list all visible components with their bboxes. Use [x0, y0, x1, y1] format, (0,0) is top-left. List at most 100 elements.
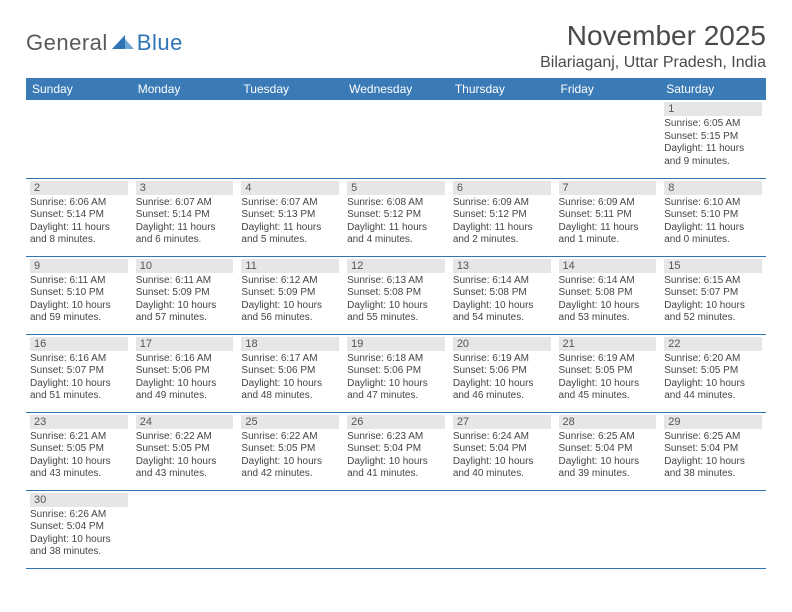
sun-info: Sunrise: 6:13 AMSunset: 5:08 PMDaylight:…	[347, 275, 445, 325]
sun-info: Sunrise: 6:22 AMSunset: 5:05 PMDaylight:…	[241, 431, 339, 481]
header: General Blue November 2025 Bilariaganj, …	[26, 20, 766, 72]
logo-triangle-icon	[112, 33, 134, 54]
calendar-day-cell: 22 Sunrise: 6:20 AMSunset: 5:05 PMDayligh…	[660, 334, 766, 412]
calendar-empty-cell	[343, 490, 449, 568]
sun-info: Sunrise: 6:05 AMSunset: 5:15 PMDaylight:…	[664, 118, 762, 168]
sun-info: Sunrise: 6:07 AMSunset: 5:13 PMDaylight:…	[241, 197, 339, 247]
calendar-week-row: 1 Sunrise: 6:05 AMSunset: 5:15 PMDaylight…	[26, 100, 766, 178]
day-number: 12	[347, 259, 445, 273]
day-number: 17	[136, 337, 234, 351]
sun-info: Sunrise: 6:16 AMSunset: 5:06 PMDaylight:…	[136, 353, 234, 403]
sun-info: Sunrise: 6:18 AMSunset: 5:06 PMDaylight:…	[347, 353, 445, 403]
sun-info: Sunrise: 6:25 AMSunset: 5:04 PMDaylight:…	[559, 431, 657, 481]
calendar-day-cell: 11 Sunrise: 6:12 AMSunset: 5:09 PMDayligh…	[237, 256, 343, 334]
day-number: 11	[241, 259, 339, 273]
sun-info: Sunrise: 6:24 AMSunset: 5:04 PMDaylight:…	[453, 431, 551, 481]
day-number: 23	[30, 415, 128, 429]
day-number: 3	[136, 181, 234, 195]
calendar-week-row: 23 Sunrise: 6:21 AMSunset: 5:05 PMDayligh…	[26, 412, 766, 490]
calendar-day-cell: 25Sunrise: 6:22 AMSunset: 5:05 PMDayligh…	[237, 412, 343, 490]
calendar-empty-cell	[555, 490, 661, 568]
calendar-week-row: 16 Sunrise: 6:16 AMSunset: 5:07 PMDayligh…	[26, 334, 766, 412]
day-number: 10	[136, 259, 234, 273]
sun-info: Sunrise: 6:22 AMSunset: 5:05 PMDaylight:…	[136, 431, 234, 481]
day-number: 8	[664, 181, 762, 195]
calendar-empty-cell	[26, 100, 132, 178]
calendar-day-cell: 4 Sunrise: 6:07 AMSunset: 5:13 PMDaylight…	[237, 178, 343, 256]
day-number: 22	[664, 337, 762, 351]
sun-info: Sunrise: 6:19 AMSunset: 5:06 PMDaylight:…	[453, 353, 551, 403]
weekday-header: Saturday	[660, 78, 766, 100]
calendar-empty-cell	[660, 490, 766, 568]
day-number: 5	[347, 181, 445, 195]
day-number: 13	[453, 259, 551, 273]
calendar-day-cell: 7Sunrise: 6:09 AMSunset: 5:11 PMDaylight…	[555, 178, 661, 256]
sun-info: Sunrise: 6:26 AMSunset: 5:04 PMDaylight:…	[30, 509, 128, 559]
sun-info: Sunrise: 6:23 AMSunset: 5:04 PMDaylight:…	[347, 431, 445, 481]
calendar-day-cell: 13 Sunrise: 6:14 AMSunset: 5:08 PMDayligh…	[449, 256, 555, 334]
title-block: November 2025 Bilariaganj, Uttar Pradesh…	[540, 20, 766, 72]
sun-info: Sunrise: 6:09 AMSunset: 5:11 PMDaylight:…	[559, 197, 657, 247]
day-number: 6	[453, 181, 551, 195]
sun-info: Sunrise: 6:12 AMSunset: 5:09 PMDaylight:…	[241, 275, 339, 325]
calendar-day-cell: 30Sunrise: 6:26 AMSunset: 5:04 PMDayligh…	[26, 490, 132, 568]
sun-info: Sunrise: 6:20 AMSunset: 5:05 PMDaylight:…	[664, 353, 762, 403]
calendar-day-cell: 9 Sunrise: 6:11 AMSunset: 5:10 PMDaylight…	[26, 256, 132, 334]
day-number: 20	[453, 337, 551, 351]
calendar-day-cell: 14 Sunrise: 6:14 AMSunset: 5:08 PMDayligh…	[555, 256, 661, 334]
calendar-day-cell: 26 Sunrise: 6:23 AMSunset: 5:04 PMDayligh…	[343, 412, 449, 490]
page-title: November 2025	[540, 20, 766, 52]
calendar-day-cell: 23 Sunrise: 6:21 AMSunset: 5:05 PMDayligh…	[26, 412, 132, 490]
calendar-day-cell: 8 Sunrise: 6:10 AMSunset: 5:10 PMDaylight…	[660, 178, 766, 256]
day-number: 19	[347, 337, 445, 351]
day-number: 1	[664, 102, 762, 116]
location-text: Bilariaganj, Uttar Pradesh, India	[540, 54, 766, 72]
calendar-table: SundayMondayTuesdayWednesdayThursdayFrid…	[26, 78, 766, 569]
weekday-header: Wednesday	[343, 78, 449, 100]
calendar-day-cell: 15Sunrise: 6:15 AMSunset: 5:07 PMDayligh…	[660, 256, 766, 334]
calendar-day-cell: 18 Sunrise: 6:17 AMSunset: 5:06 PMDayligh…	[237, 334, 343, 412]
sun-info: Sunrise: 6:08 AMSunset: 5:12 PMDaylight:…	[347, 197, 445, 247]
calendar-empty-cell	[237, 490, 343, 568]
calendar-day-cell: 12 Sunrise: 6:13 AMSunset: 5:08 PMDayligh…	[343, 256, 449, 334]
calendar-empty-cell	[449, 100, 555, 178]
calendar-week-row: 2 Sunrise: 6:06 AMSunset: 5:14 PMDaylight…	[26, 178, 766, 256]
sun-info: Sunrise: 6:17 AMSunset: 5:06 PMDaylight:…	[241, 353, 339, 403]
day-number: 28	[559, 415, 657, 429]
calendar-day-cell: 6Sunrise: 6:09 AMSunset: 5:12 PMDaylight…	[449, 178, 555, 256]
weekday-header: Monday	[132, 78, 238, 100]
day-number: 26	[347, 415, 445, 429]
day-number: 18	[241, 337, 339, 351]
calendar-empty-cell	[237, 100, 343, 178]
day-number: 2	[30, 181, 128, 195]
sun-info: Sunrise: 6:14 AMSunset: 5:08 PMDaylight:…	[453, 275, 551, 325]
calendar-day-cell: 27 Sunrise: 6:24 AMSunset: 5:04 PMDayligh…	[449, 412, 555, 490]
calendar-day-cell: 24 Sunrise: 6:22 AMSunset: 5:05 PMDayligh…	[132, 412, 238, 490]
day-number: 14	[559, 259, 657, 273]
day-number: 9	[30, 259, 128, 273]
sun-info: Sunrise: 6:14 AMSunset: 5:08 PMDaylight:…	[559, 275, 657, 325]
weekday-header-row: SundayMondayTuesdayWednesdayThursdayFrid…	[26, 78, 766, 100]
logo: General Blue	[26, 30, 183, 56]
sun-info: Sunrise: 6:21 AMSunset: 5:05 PMDaylight:…	[30, 431, 128, 481]
day-number: 27	[453, 415, 551, 429]
calendar-empty-cell	[132, 100, 238, 178]
day-number: 15	[664, 259, 762, 273]
sun-info: Sunrise: 6:19 AMSunset: 5:05 PMDaylight:…	[559, 353, 657, 403]
calendar-day-cell: 20 Sunrise: 6:19 AMSunset: 5:06 PMDayligh…	[449, 334, 555, 412]
day-number: 4	[241, 181, 339, 195]
calendar-empty-cell	[132, 490, 238, 568]
sun-info: Sunrise: 6:06 AMSunset: 5:14 PMDaylight:…	[30, 197, 128, 247]
calendar-empty-cell	[555, 100, 661, 178]
day-number: 16	[30, 337, 128, 351]
sun-info: Sunrise: 6:11 AMSunset: 5:10 PMDaylight:…	[30, 275, 128, 325]
weekday-header: Thursday	[449, 78, 555, 100]
logo-blue: Blue	[137, 30, 183, 56]
sun-info: Sunrise: 6:16 AMSunset: 5:07 PMDaylight:…	[30, 353, 128, 403]
calendar-day-cell: 28 Sunrise: 6:25 AMSunset: 5:04 PMDayligh…	[555, 412, 661, 490]
calendar-week-row: 30Sunrise: 6:26 AMSunset: 5:04 PMDayligh…	[26, 490, 766, 568]
sun-info: Sunrise: 6:11 AMSunset: 5:09 PMDaylight:…	[136, 275, 234, 325]
calendar-day-cell: 1 Sunrise: 6:05 AMSunset: 5:15 PMDaylight…	[660, 100, 766, 178]
sun-info: Sunrise: 6:10 AMSunset: 5:10 PMDaylight:…	[664, 197, 762, 247]
day-number: 24	[136, 415, 234, 429]
